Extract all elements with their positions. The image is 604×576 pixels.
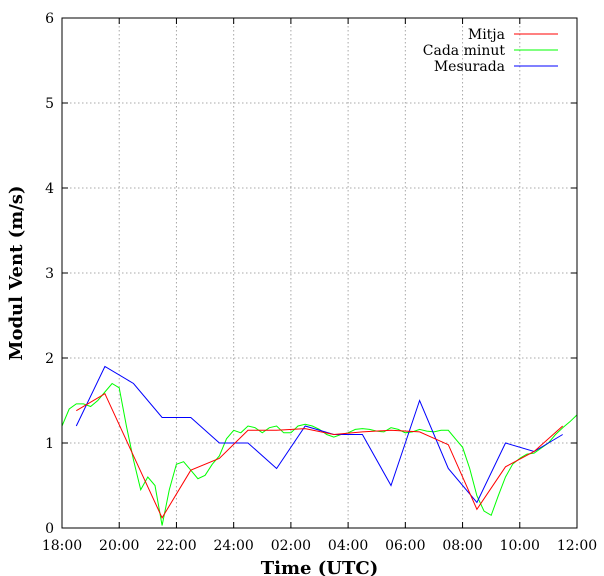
series-lines [62,365,577,526]
x-tick-label: 08:00 [442,538,482,554]
legend-label: Mitja [468,27,505,43]
x-tick-label: 18:00 [42,538,82,554]
y-tick-label: 4 [45,181,54,197]
y-tick-label: 2 [45,351,54,367]
y-axis-title: Modul Vent (m/s) [6,186,27,361]
legend-label: Cada minut [423,43,506,59]
x-tick-label: 22:00 [156,538,196,554]
grid [62,18,577,528]
legend-label: Mesurada [434,59,505,75]
x-tick-label: 10:00 [500,538,540,554]
y-tick-label: 3 [45,266,54,282]
axis-ticks: 0 1 2 3 4 5 6 18:00 20:00 22:00 24:00 02:00 04:00 06:… [42,11,597,554]
y-tick-label: 5 [45,96,54,112]
y-tick-label: 0 [45,521,54,537]
x-tick-label: 20:00 [99,538,139,554]
series-line-mitja [76,392,564,519]
y-tick-label: 6 [45,11,54,27]
x-tick-label: 02:00 [271,538,311,554]
x-axis-title: Time (UTC) [261,558,378,576]
x-tick-label: 04:00 [328,538,368,554]
series-line-mesurada [75,365,563,504]
x-tick-label: 24:00 [213,538,253,554]
series-line-cada-minut [62,382,577,526]
x-tick-label: 12:00 [557,538,597,554]
x-tick-label: 06:00 [385,538,425,554]
y-tick-label: 1 [45,436,54,452]
